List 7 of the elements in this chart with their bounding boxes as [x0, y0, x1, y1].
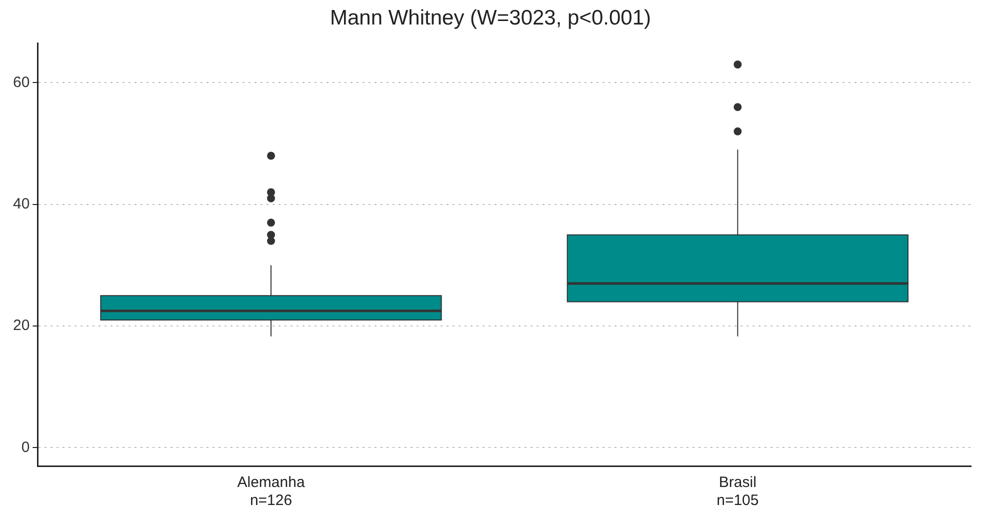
- y-tick-label: 20: [12, 317, 30, 334]
- y-tick-label: 60: [12, 74, 30, 91]
- x-tick-label: Alemanha n=126: [237, 474, 306, 510]
- y-tick-label: 40: [12, 196, 30, 213]
- chart-title: Mann Whitney (W=3023, p<0.001): [330, 6, 652, 30]
- x-tick-label: Brasil n=105: [716, 474, 759, 510]
- y-tick-label: 0: [21, 438, 30, 456]
